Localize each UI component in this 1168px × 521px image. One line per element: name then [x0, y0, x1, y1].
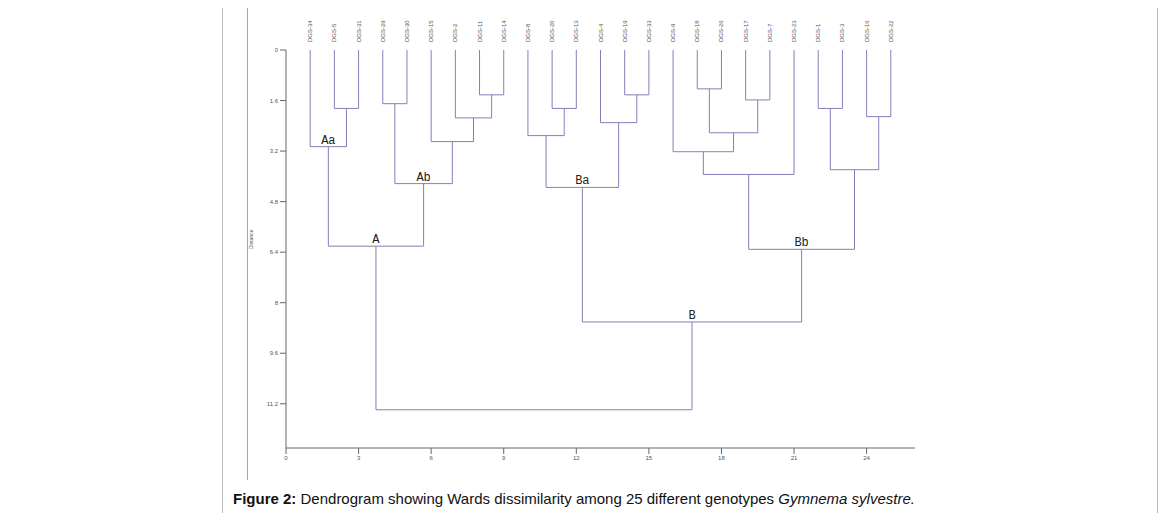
svg-text:DGS-3: DGS-3: [839, 23, 845, 42]
svg-text:1.6: 1.6: [270, 98, 279, 104]
svg-text:12: 12: [573, 455, 580, 461]
html-text:Figure 2: Dendrogram showing W: Figure 2: Dendrogram showing Wards dissi…: [233, 490, 915, 507]
svg-text:0: 0: [284, 455, 288, 461]
svg-text:DGS-30: DGS-30: [404, 20, 410, 42]
svg-text:DGS-14: DGS-14: [501, 20, 507, 42]
svg-text:DGS-4: DGS-4: [598, 23, 604, 42]
svg-text:DGS-17: DGS-17: [743, 20, 749, 42]
svg-text:15: 15: [646, 455, 653, 461]
svg-text:8: 8: [275, 300, 279, 306]
svg-text:DGS-8: DGS-8: [525, 23, 531, 42]
svg-text:Distance: Distance: [248, 229, 254, 249]
svg-text:DGS-29: DGS-29: [380, 20, 386, 42]
svg-text:0: 0: [275, 47, 279, 53]
svg-text:DGS-13: DGS-13: [573, 20, 579, 42]
svg-text:24: 24: [863, 455, 870, 461]
svg-text:DGS-9: DGS-9: [670, 23, 676, 42]
svg-text:DGS-15: DGS-15: [428, 20, 434, 42]
svg-text:6: 6: [429, 455, 433, 461]
svg-text:DGS-5: DGS-5: [331, 23, 337, 42]
svg-text:DGS-19: DGS-19: [622, 20, 628, 42]
svg-text:18: 18: [718, 455, 725, 461]
svg-text:9.6: 9.6: [270, 350, 279, 356]
svg-text:DGS-16: DGS-16: [864, 20, 870, 42]
svg-text:B: B: [688, 309, 695, 323]
svg-text:3.2: 3.2: [270, 148, 279, 154]
svg-text:9: 9: [502, 455, 506, 461]
svg-text:4.8: 4.8: [270, 199, 279, 205]
svg-text:Ab: Ab: [416, 171, 430, 185]
svg-text:DGS-2: DGS-2: [452, 23, 458, 42]
svg-text:3: 3: [357, 455, 361, 461]
svg-text:DGS-11: DGS-11: [477, 20, 483, 42]
svg-text:DGS-23: DGS-23: [791, 20, 797, 42]
svg-text:DGS-1: DGS-1: [815, 23, 821, 42]
svg-text:Bb: Bb: [794, 236, 808, 250]
svg-text:DGS-33: DGS-33: [646, 20, 652, 42]
svg-text:DGS-34: DGS-34: [307, 20, 313, 42]
svg-text:DGS-22: DGS-22: [888, 20, 894, 42]
svg-text:A: A: [372, 233, 380, 247]
svg-text:DGS-20: DGS-20: [549, 20, 555, 42]
svg-text:21: 21: [791, 455, 798, 461]
svg-text:Ba: Ba: [575, 174, 589, 188]
svg-text:11.2: 11.2: [267, 401, 279, 407]
svg-text:DGS-7: DGS-7: [767, 23, 773, 42]
svg-text:DGS-26: DGS-26: [718, 20, 724, 42]
svg-text:DGS-31: DGS-31: [356, 20, 362, 42]
svg-text:6.4: 6.4: [270, 249, 279, 255]
svg-text:DGS-18: DGS-18: [694, 20, 700, 42]
svg-text:Aa: Aa: [321, 134, 335, 148]
